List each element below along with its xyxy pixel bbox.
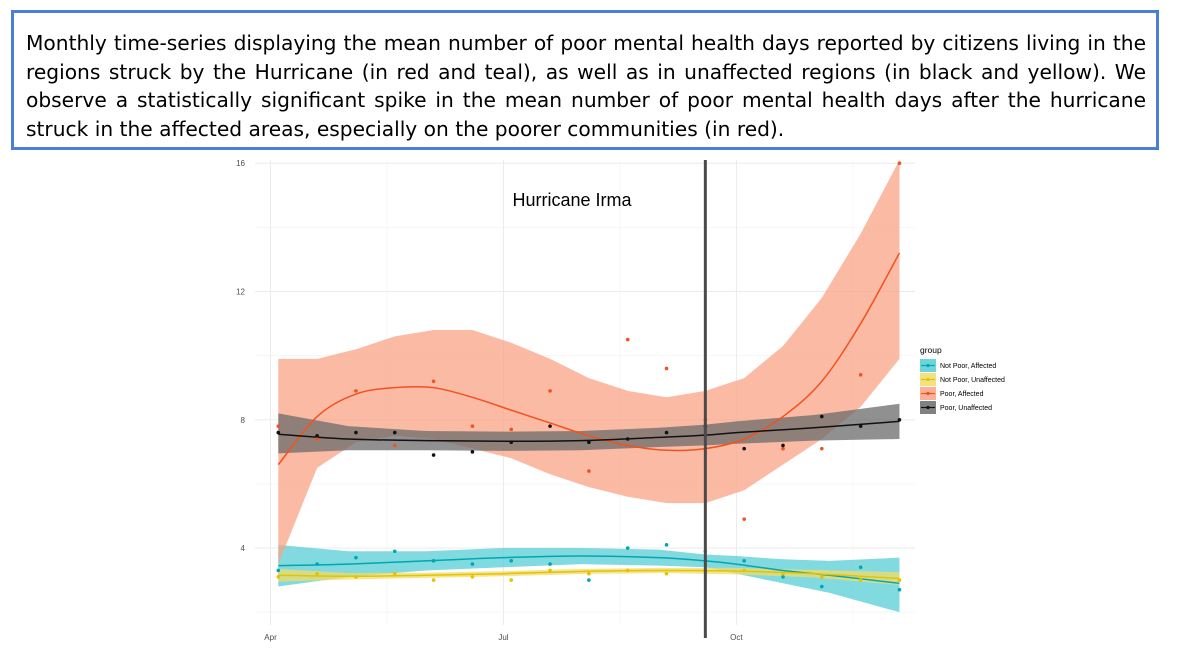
point-poor-affected xyxy=(742,517,746,521)
fit-lines xyxy=(277,252,901,585)
point-poor-affected xyxy=(431,379,436,384)
legend-label-poor-affected: Poor, Affected xyxy=(940,391,984,398)
y-tick-label: 8 xyxy=(241,416,246,425)
point-poor-unaffected xyxy=(664,430,669,435)
legend-label-not-poor-unaffected: Not Poor, Unaffected xyxy=(940,377,1005,384)
point-poor-affected xyxy=(897,161,902,166)
point-not-poor-unaffected xyxy=(392,571,397,576)
point-not-poor-affected xyxy=(548,562,552,566)
caption-box: Monthly time-series displaying the mean … xyxy=(11,10,1159,150)
point-poor-affected xyxy=(276,424,281,428)
fit-line-not-poor-unaffected xyxy=(278,569,900,580)
point-poor-unaffected xyxy=(470,450,475,454)
point-poor-affected xyxy=(509,427,514,432)
point-poor-unaffected xyxy=(897,417,902,422)
point-poor-affected xyxy=(587,469,591,473)
point-not-poor-affected xyxy=(509,559,514,563)
point-poor-unaffected xyxy=(820,414,824,419)
point-not-poor-affected xyxy=(431,559,436,563)
point-not-poor-unaffected xyxy=(587,571,591,576)
fit-line-poor-unaffected xyxy=(278,420,900,442)
point-not-poor-unaffected xyxy=(664,571,669,576)
legend-label-not-poor-affected: Not Poor, Affected xyxy=(940,363,996,370)
y-tick-label: 12 xyxy=(236,287,245,296)
point-poor-unaffected xyxy=(625,437,630,441)
point-not-poor-affected xyxy=(742,559,746,563)
point-not-poor-affected xyxy=(392,549,397,554)
point-poor-affected xyxy=(315,437,319,441)
point-poor-affected xyxy=(858,373,863,377)
point-not-poor-affected xyxy=(315,562,319,566)
hurricane-annotation: Hurricane Irma xyxy=(512,190,632,210)
legend-title: group xyxy=(920,345,942,355)
point-not-poor-unaffected xyxy=(781,571,785,576)
point-not-poor-affected xyxy=(354,555,358,560)
point-not-poor-affected xyxy=(897,587,902,592)
band-poor-affected xyxy=(278,160,900,565)
fit-line-not-poor-affected xyxy=(278,555,900,585)
point-not-poor-unaffected xyxy=(509,578,514,582)
legend-key-point xyxy=(926,391,930,396)
point-poor-affected xyxy=(820,446,824,451)
point-poor-unaffected xyxy=(781,443,785,448)
point-not-poor-unaffected xyxy=(276,575,281,579)
point-poor-affected xyxy=(392,443,397,448)
x-tick-label: Apr xyxy=(264,633,277,642)
point-poor-unaffected xyxy=(548,424,552,428)
point-poor-unaffected xyxy=(315,433,319,438)
legend-key-point xyxy=(926,377,930,382)
point-poor-unaffected xyxy=(742,446,746,451)
point-not-poor-affected xyxy=(625,546,630,550)
point-not-poor-unaffected xyxy=(470,575,475,579)
point-not-poor-affected xyxy=(664,543,669,547)
point-poor-unaffected xyxy=(276,430,281,435)
point-poor-unaffected xyxy=(392,430,397,435)
point-not-poor-unaffected xyxy=(858,578,863,582)
point-not-poor-unaffected xyxy=(897,578,902,582)
point-not-poor-unaffected xyxy=(431,578,436,582)
axis-tick-labels: 4 8 12 16 Apr Jul Oct xyxy=(236,159,743,642)
x-tick-label: Oct xyxy=(730,633,743,642)
point-poor-affected xyxy=(781,446,785,451)
point-not-poor-affected xyxy=(781,575,785,579)
legend: group Not Poor, Affected Not Poor, Unaffec… xyxy=(920,345,1005,414)
point-not-poor-unaffected xyxy=(315,571,319,576)
point-not-poor-unaffected xyxy=(354,575,358,579)
point-not-poor-affected xyxy=(858,565,863,570)
y-tick-label: 4 xyxy=(241,544,246,553)
point-not-poor-unaffected xyxy=(820,575,824,579)
point-poor-unaffected xyxy=(509,440,514,445)
point-poor-affected xyxy=(664,366,669,371)
point-not-poor-affected xyxy=(587,578,591,582)
legend-label-poor-unaffected: Poor, Unaffected xyxy=(940,405,992,412)
point-not-poor-affected xyxy=(470,562,475,566)
point-poor-unaffected xyxy=(858,424,863,428)
y-tick-label: 16 xyxy=(236,159,245,168)
point-poor-unaffected xyxy=(354,430,358,435)
fit-line-poor-affected xyxy=(277,252,901,466)
point-not-poor-unaffected xyxy=(625,568,630,573)
point-poor-unaffected xyxy=(587,440,591,445)
point-not-poor-affected xyxy=(276,568,281,573)
point-poor-unaffected xyxy=(431,453,436,457)
x-tick-label: Jul xyxy=(498,633,508,642)
point-not-poor-unaffected xyxy=(548,568,552,573)
legend-key-point xyxy=(926,405,930,410)
legend-key-point xyxy=(926,363,930,368)
point-poor-affected xyxy=(470,424,475,428)
point-not-poor-affected xyxy=(820,584,824,589)
confidence-bands xyxy=(278,160,900,613)
point-not-poor-unaffected xyxy=(742,568,746,573)
point-poor-affected xyxy=(548,389,552,393)
figure-caption: Monthly time-series displaying the mean … xyxy=(26,31,1146,141)
point-poor-affected xyxy=(625,337,630,342)
point-poor-affected xyxy=(354,389,358,393)
